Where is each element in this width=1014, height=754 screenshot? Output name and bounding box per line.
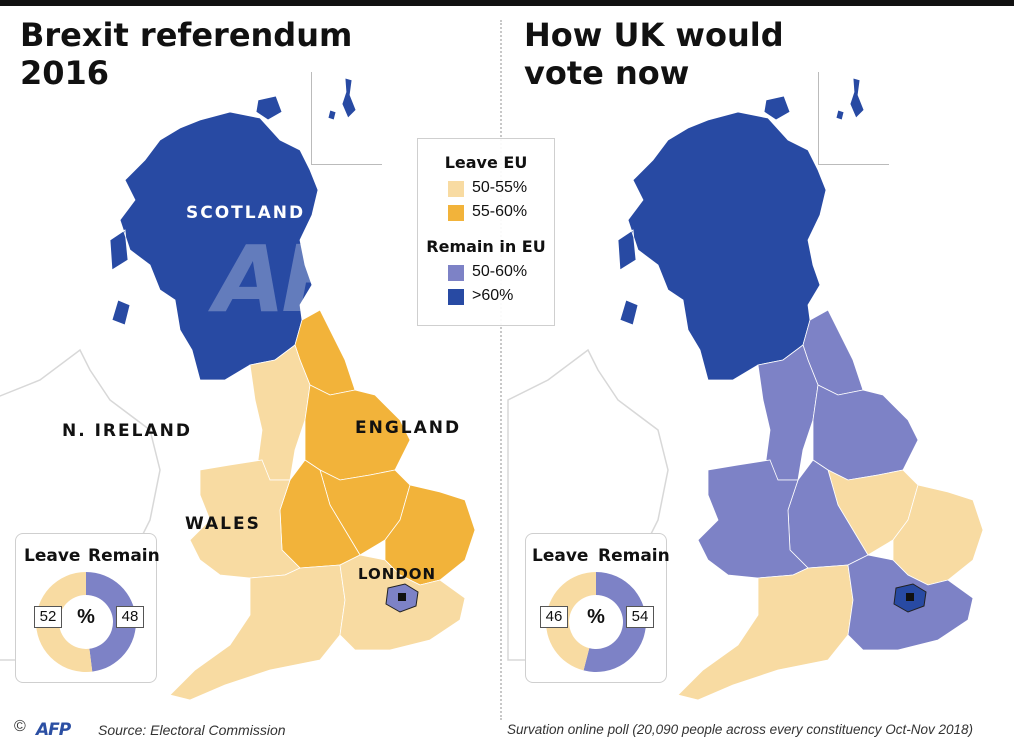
remain-heading: Remain xyxy=(88,546,160,566)
label-london: LONDON xyxy=(358,565,437,583)
afp-logo: AFP xyxy=(36,720,71,740)
region-south-west xyxy=(677,564,854,701)
legend-swatch xyxy=(448,289,464,305)
panel-divider xyxy=(500,20,502,720)
label-england: ENGLAND xyxy=(355,418,462,438)
source-left: Source: Electoral Commission xyxy=(98,722,286,738)
label-wales: WALES xyxy=(185,514,261,534)
legend-remain-heading: Remain in EU xyxy=(426,237,546,256)
legend-swatch xyxy=(448,265,464,281)
leave-slice xyxy=(35,572,93,672)
map-legend: Leave EU 50-55% 55-60% Remain in EU 50-6… xyxy=(417,138,555,326)
leave-slice xyxy=(546,572,596,671)
shetland-inset-frame xyxy=(818,72,889,165)
label-n-ireland: N. IRELAND xyxy=(62,421,192,441)
leave-value: 52 xyxy=(34,606,62,628)
top-bar xyxy=(0,0,1014,6)
remain-value: 48 xyxy=(116,606,144,628)
region-scotland xyxy=(617,111,827,381)
left-result-donut: Leave Remain % 52 48 xyxy=(15,533,160,683)
remain-value: 54 xyxy=(626,606,654,628)
afp-watermark: AFP xyxy=(214,226,407,333)
shetland-islands xyxy=(835,77,865,121)
region-yorkshire xyxy=(812,384,919,481)
leave-heading: Leave xyxy=(532,546,589,566)
region-north-west xyxy=(249,344,311,481)
remain-slice xyxy=(86,572,136,672)
region-south-west xyxy=(169,564,346,701)
shetland-inset-frame xyxy=(311,72,382,165)
shetland-islands xyxy=(327,77,357,121)
leave-value: 46 xyxy=(540,606,568,628)
legend-leave-heading: Leave EU xyxy=(444,153,528,172)
percent-sign: % xyxy=(587,606,605,628)
remain-slice xyxy=(583,572,646,672)
right-result-donut: Leave Remain % 46 54 xyxy=(525,533,670,683)
orkney-islands xyxy=(763,95,791,121)
orkney-islands xyxy=(255,95,283,121)
region-north-west xyxy=(757,344,819,481)
donut-chart xyxy=(35,572,136,672)
copyright-symbol: © xyxy=(14,718,26,735)
legend-swatch xyxy=(448,181,464,197)
right-panel-title: How UK would vote now xyxy=(524,16,784,92)
left-panel-title: Brexit referendum 2016 xyxy=(20,16,353,92)
london-marker xyxy=(398,593,406,601)
source-right: Survation online poll (20,090 people acr… xyxy=(507,722,974,737)
leave-heading: Leave xyxy=(24,546,81,566)
percent-sign: % xyxy=(77,606,95,628)
legend-swatch xyxy=(448,205,464,221)
label-scotland: SCOTLAND xyxy=(186,203,306,223)
remain-heading: Remain xyxy=(598,546,670,566)
london-marker xyxy=(906,593,914,601)
donut-chart xyxy=(546,572,646,672)
